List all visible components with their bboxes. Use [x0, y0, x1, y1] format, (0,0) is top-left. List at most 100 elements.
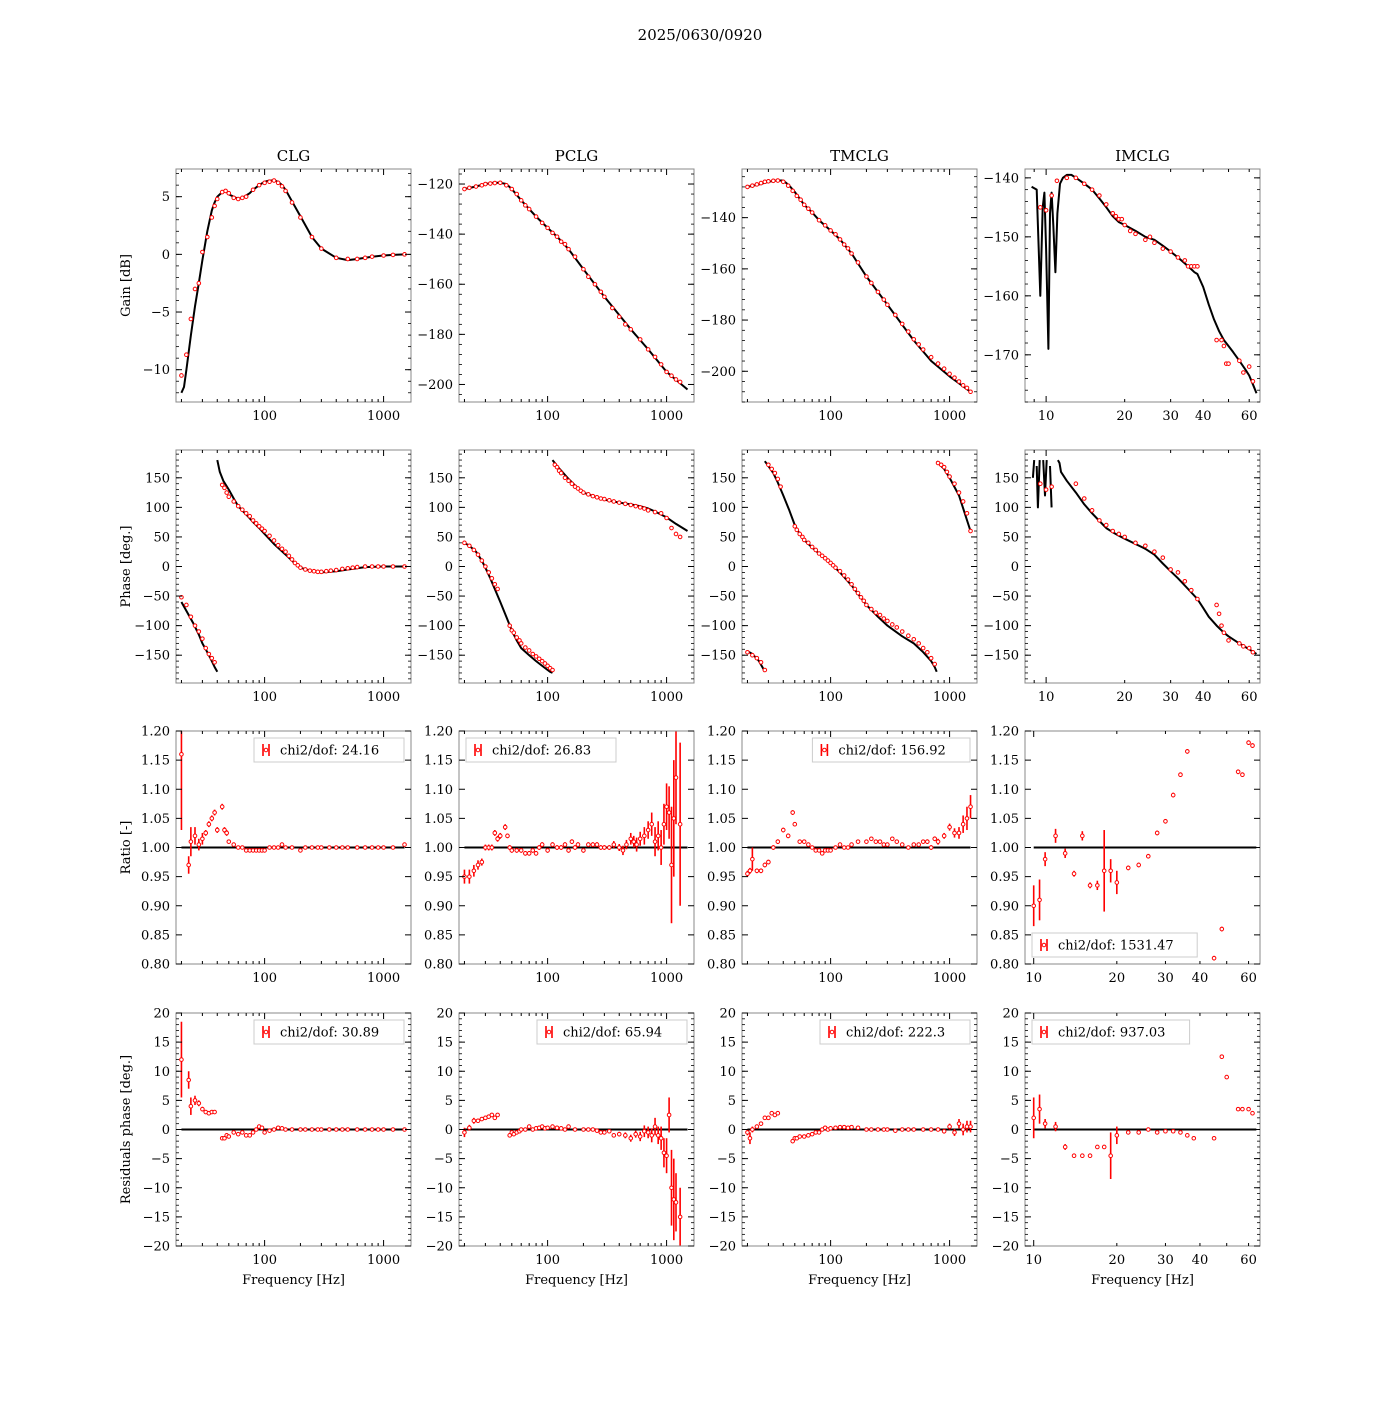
y-tick-label: 0: [728, 560, 736, 575]
data-point: [673, 531, 679, 537]
data-point: [1250, 379, 1256, 384]
data-point: [845, 577, 851, 582]
x-tick-label: 60: [1241, 690, 1258, 705]
data-point: [1195, 596, 1200, 602]
plot-area: [462, 180, 689, 391]
data-point: [642, 1128, 647, 1134]
y-tick-label: −200: [700, 365, 736, 380]
data-point: [652, 509, 658, 515]
data-point: [179, 1057, 184, 1062]
data-point: [514, 635, 520, 640]
data-point: [920, 645, 926, 651]
data-point: [558, 470, 564, 476]
data-point: [1049, 193, 1054, 198]
data-point: [196, 1100, 202, 1106]
data-point: [271, 845, 277, 850]
data-point: [292, 560, 298, 566]
y-tick-label: 1.15: [990, 754, 1019, 769]
data-point: [816, 848, 822, 853]
data-point: [1168, 567, 1173, 572]
data-point: [841, 242, 847, 247]
data-point: [526, 851, 532, 856]
data-point: [1152, 240, 1157, 246]
data-point: [505, 833, 510, 839]
data-point: [658, 510, 664, 516]
data-point: [772, 470, 778, 476]
y-tick-label: 0: [1011, 1123, 1019, 1138]
data-point: [309, 845, 315, 850]
data-point: [247, 1133, 253, 1138]
data-point: [354, 845, 360, 850]
data-point: [661, 1150, 667, 1156]
data-point: [1113, 213, 1119, 219]
y-tick-label: 1.20: [424, 725, 453, 740]
y-tick-label: −120: [417, 178, 453, 193]
data-point: [754, 1124, 760, 1129]
chart-panel: 100 1000 −150 −100 −50 0 50 100 150: [700, 449, 978, 705]
data-point: [792, 821, 798, 827]
data-point: [1170, 1128, 1176, 1134]
data-point: [964, 816, 970, 821]
x-tick-label: 1000: [367, 1253, 400, 1268]
data-point: [769, 466, 775, 472]
data-point: [486, 570, 492, 575]
data-point: [1221, 343, 1227, 349]
data-point: [289, 200, 295, 205]
data-point: [354, 1127, 360, 1132]
data-point: [507, 1133, 512, 1138]
data-point: [283, 188, 288, 194]
data-point: [192, 286, 198, 292]
data-point: [224, 490, 229, 495]
data-point: [1147, 234, 1153, 240]
data-point: [539, 220, 545, 226]
data-point: [226, 494, 232, 500]
data-point: [645, 508, 651, 513]
data-point: [590, 842, 596, 847]
legend-box: [819, 1019, 971, 1045]
data-point: [309, 234, 315, 240]
data-point: [467, 874, 472, 879]
data-point: [286, 553, 292, 559]
data-point: [1250, 743, 1255, 748]
data-point: [381, 564, 386, 569]
data-point: [243, 848, 249, 853]
data-point: [852, 586, 858, 592]
data-point: [669, 525, 674, 531]
data-point: [1214, 602, 1219, 608]
data-point: [192, 1098, 198, 1103]
chart-panel: 100 1000 −200 −180 −160 −140 TMCLG: [700, 147, 978, 424]
data-point: [655, 833, 661, 839]
data-point: [864, 274, 869, 279]
data-point: [566, 246, 571, 252]
data-point: [602, 496, 607, 502]
data-point: [1080, 833, 1085, 839]
data-point: [869, 1127, 874, 1132]
data-point: [267, 1128, 272, 1133]
x-tick-label: 100: [252, 409, 277, 424]
y-tick-label: −5: [151, 306, 170, 321]
data-point: [345, 845, 351, 850]
x-tick-label: 40: [1192, 1253, 1209, 1268]
data-point: [539, 658, 545, 664]
data-point: [762, 1115, 768, 1121]
data-point: [1145, 1127, 1151, 1132]
chart-panel: 100 1000 −150 −100 −50 0 50 100 150: [417, 449, 695, 705]
data-point: [192, 833, 198, 839]
data-point: [775, 1110, 781, 1116]
data-point: [833, 231, 838, 237]
data-point: [819, 851, 825, 856]
data-point: [184, 352, 189, 358]
data-point: [855, 1125, 861, 1131]
data-point: [581, 1127, 586, 1132]
data-point: [964, 1124, 970, 1129]
plot-area: [179, 1021, 407, 1141]
data-point: [911, 336, 917, 342]
data-point: [1110, 210, 1116, 216]
plot-area: [462, 1097, 688, 1246]
y-tick-label: −140: [983, 171, 1019, 186]
x-tick-label: 1000: [933, 409, 966, 424]
data-point: [188, 1103, 194, 1109]
data-point: [311, 568, 317, 574]
model-line: [180, 179, 405, 394]
data-point: [333, 255, 339, 261]
